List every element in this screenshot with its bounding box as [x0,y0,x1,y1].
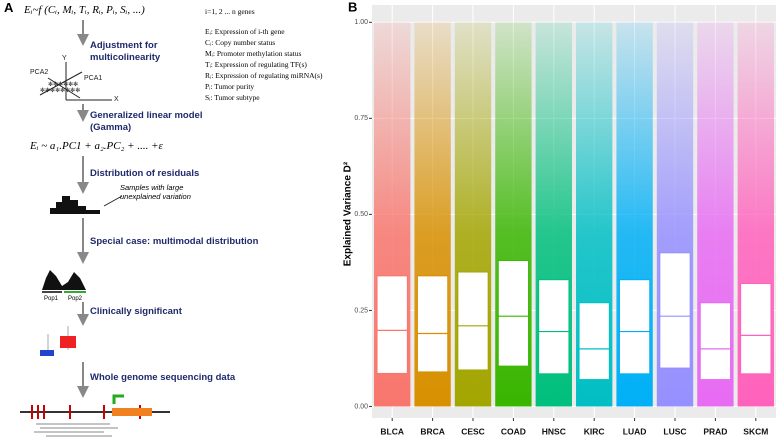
y-axis-title: Explained Variance D² [343,161,354,266]
x-tick-label: PRAD [703,426,727,436]
x-tick-label: LUSC [663,426,686,436]
x-tick-label: KIRC [584,426,605,436]
definition: Mᵢ: Promoter methylation status [205,49,302,58]
svg-text:✻✻✻✻✻✻: ✻✻✻✻✻✻ [48,81,78,88]
axis-label: PCA1 [84,75,102,82]
definition: Cᵢ: Copy number status [205,38,276,47]
pc-formula: Eᵢ ~ a₁.PC1 + a₂.PC₂ + .... +ε [30,140,163,152]
definition: Pᵢ: Tumor purity [205,82,255,91]
panel-label: B [348,0,357,14]
box [376,275,408,374]
step: Special case: multimodal distribution [90,236,259,247]
axis-label: Y [62,55,67,62]
x-tick-label: CESC [461,426,485,436]
definitions: Eᵢ: Expression of i-th gene Cᵢ: Copy numb… [205,26,322,103]
box [618,279,651,375]
box [659,252,691,369]
definition: Sᵢ: Tumor subtype [205,93,260,102]
x-tick-label: COAD [501,426,526,436]
diagram: Y X PCA2 PCA1 ✻✻✻✻✻✻✻✻ ✻✻✻✻✻✻ Pop1 Pop2 [20,20,170,437]
x-tick-label: LUAD [623,426,647,436]
residual-histogram [40,196,100,214]
panel-label: A [4,0,14,15]
box [497,259,530,367]
pointer [103,195,123,207]
model-formula: Eᵢ~f (Cᵢ, Mᵢ, Tᵢ, Rᵢ, Pᵢ, Sᵢ, ...) [24,4,145,16]
x-tick-label: BRCA [420,426,445,436]
annotation: Samples with large unexplained variation [120,183,191,201]
box [740,283,772,375]
boxplot-sketch [40,326,76,356]
definition: Rᵢ: Expression of regulating miRNA(s) [205,71,323,80]
population-label: Pop1 [44,296,59,302]
box [457,271,489,371]
step: Adjustment for multicolinearity [90,40,161,63]
box [699,302,732,381]
y-tick-label: 0.75 [354,115,368,122]
x-tick-label: BLCA [380,426,404,436]
box [578,302,610,381]
y-tick-label: 0.25 [354,307,368,314]
pca-sketch: Y X PCA2 PCA1 ✻✻✻✻✻✻✻✻ ✻✻✻✻✻✻ [30,55,119,103]
step: Distribution of residuals [90,168,200,179]
y-tick-label: 0.00 [354,403,368,410]
box [538,279,570,375]
axis-label: PCA2 [30,69,48,76]
gene-sketch [20,394,170,437]
x-tick-label: HNSC [542,426,566,436]
chart: B Explained Variance D² 0.00 0.25 0.50 0.75… [343,0,776,436]
bimodal-histogram [42,270,86,290]
step: Whole genome sequencing data [90,372,236,383]
y-tick-label: 0.50 [354,211,368,218]
y-tick-label: 1.00 [354,19,368,26]
x-tick-label: SKCM [743,426,768,436]
axis-label: X [114,96,119,103]
step: Clinically significant [90,306,182,317]
definition: Tᵢ: Expression of regulating TF(s) [205,60,307,69]
box [416,275,449,373]
definition: Eᵢ: Expression of i-th gene [205,27,285,36]
svg-text:✻✻✻✻✻✻✻✻: ✻✻✻✻✻✻✻✻ [40,87,80,94]
index-note: i=1, 2 ... n genes [205,7,255,16]
population-label: Pop2 [68,296,83,302]
step: Generalized linear model (Gamma) [90,110,203,133]
